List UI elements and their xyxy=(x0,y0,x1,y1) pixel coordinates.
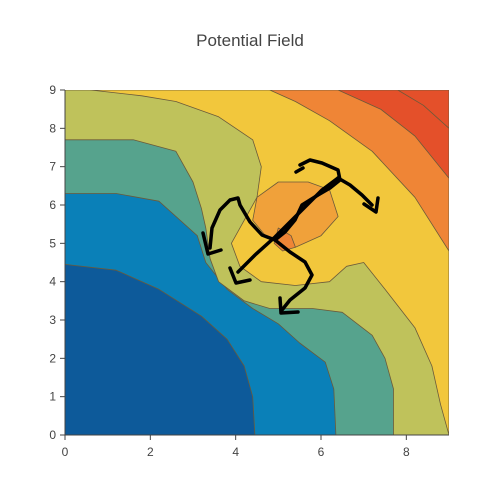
contour-level-8 xyxy=(397,90,449,129)
y-tick-label: 0 xyxy=(49,428,56,442)
x-tick-label: 6 xyxy=(318,445,325,459)
y-tick-label: 3 xyxy=(49,313,56,327)
x-tick-label: 0 xyxy=(62,445,69,459)
freehand-arrow-annotation xyxy=(201,158,380,315)
y-tick-label: 7 xyxy=(49,160,56,174)
x-ticks: 0 2 4 6 8 xyxy=(62,435,410,459)
y-ticks: 0 1 2 3 4 5 6 7 8 9 xyxy=(49,83,65,442)
chart-title: Potential Field xyxy=(196,31,304,50)
contour-level-7 xyxy=(337,90,449,179)
y-tick-label: 8 xyxy=(49,121,56,135)
y-tick-label: 4 xyxy=(49,275,56,289)
contour-layer xyxy=(65,90,449,435)
x-tick-label: 8 xyxy=(403,445,410,459)
x-tick-label: 2 xyxy=(147,445,154,459)
y-tick-label: 2 xyxy=(49,351,56,365)
axes: 0 2 4 6 8 0 1 2 3 4 5 6 7 8 9 xyxy=(49,83,449,459)
y-tick-label: 9 xyxy=(49,83,56,97)
plot-area xyxy=(65,90,449,435)
y-tick-label: 6 xyxy=(49,198,56,212)
contour-level-4 xyxy=(90,90,449,435)
y-tick-label: 5 xyxy=(49,236,56,250)
contour-level-6 xyxy=(269,90,449,252)
y-tick-label: 1 xyxy=(49,390,56,404)
x-tick-label: 4 xyxy=(232,445,239,459)
